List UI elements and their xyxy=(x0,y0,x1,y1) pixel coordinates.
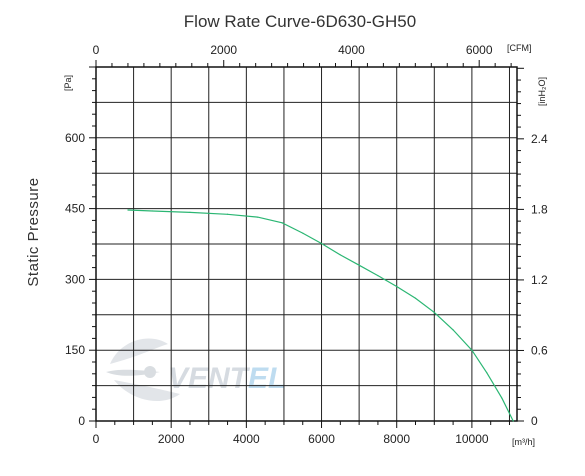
x-tick-label: 0 xyxy=(93,432,100,446)
x-tick-label: 8000 xyxy=(383,432,410,446)
x-tick-label: 2000 xyxy=(158,432,185,446)
curve-point xyxy=(302,232,304,234)
x-tick-label: 6000 xyxy=(308,432,335,446)
x-tick-label: 10000 xyxy=(455,432,489,446)
curve-layer xyxy=(127,209,514,422)
curve-point xyxy=(396,285,398,288)
y-tick-label: 300 xyxy=(65,272,85,286)
curve-point xyxy=(257,216,259,218)
right-tick-label: 0 xyxy=(531,414,538,428)
right-tick-label: 1.2 xyxy=(531,273,548,287)
y-unit-label: [Pa] xyxy=(63,75,73,91)
top-tick-label: 6000 xyxy=(466,43,493,57)
y-tick-label: 600 xyxy=(65,131,85,145)
right-tick-label: 2.4 xyxy=(531,132,548,146)
right-tick-label: 0.6 xyxy=(531,343,548,357)
y-axis-title: Static Pressure xyxy=(25,177,42,286)
right-unit-label: [inH₂O] xyxy=(537,77,547,106)
watermark-logo-text-b: EL xyxy=(248,362,286,395)
svg-text:VENTEL: VENTEL xyxy=(168,362,286,395)
curve-point xyxy=(452,329,454,331)
y-tick-label: 0 xyxy=(78,414,85,428)
fan-blade-watermark-icon xyxy=(106,338,180,402)
curve-point xyxy=(127,209,129,211)
curve-point xyxy=(151,210,153,212)
curve-point xyxy=(471,349,473,351)
chart-title: Flow Rate Curve-6D630-GH50 xyxy=(184,12,416,31)
top-unit-label: [CFM] xyxy=(507,43,532,53)
top-tick-label: 0 xyxy=(93,43,100,57)
axis-ticks xyxy=(89,60,524,428)
right-tick-label: 1.8 xyxy=(531,202,548,216)
y-tick-label: 450 xyxy=(65,202,85,216)
curve-point xyxy=(433,311,435,314)
grid xyxy=(96,67,517,421)
curve-point xyxy=(320,242,323,245)
watermark-logo: VENTEL xyxy=(106,338,286,402)
curve-point xyxy=(226,213,229,215)
curve-point xyxy=(501,397,503,399)
top-tick-label: 2000 xyxy=(210,43,237,57)
watermark-logo-text-a: VENT xyxy=(168,362,251,395)
curve-point xyxy=(339,254,341,256)
curve-point xyxy=(414,297,417,299)
y-tick-label: 150 xyxy=(65,343,85,357)
top-tick-label: 4000 xyxy=(338,43,365,57)
x-tick-label: 4000 xyxy=(233,432,260,446)
curve-point xyxy=(486,372,488,374)
curve-point xyxy=(512,420,514,422)
curve-point xyxy=(281,222,283,224)
curve-point xyxy=(189,211,191,213)
x-unit-label: [m³/h] xyxy=(512,437,535,447)
curve-point xyxy=(377,275,379,277)
curve-point xyxy=(358,264,360,266)
